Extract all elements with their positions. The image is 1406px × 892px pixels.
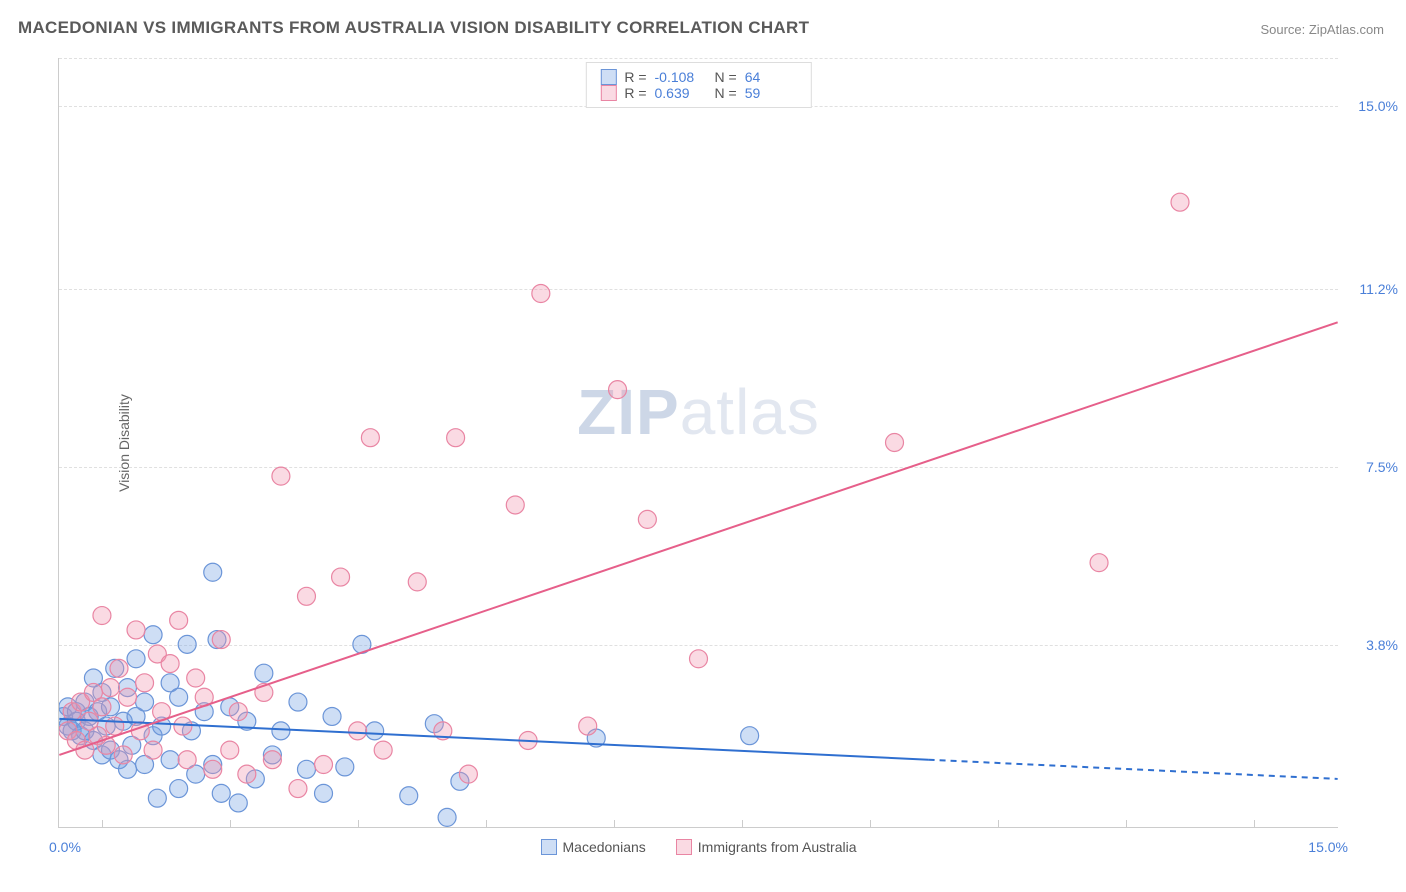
scatter-point-icon (459, 765, 477, 783)
legend-swatch-blue-icon (541, 839, 557, 855)
scatter-point-icon (263, 751, 281, 769)
scatter-point-icon (101, 679, 119, 697)
scatter-point-icon (579, 717, 597, 735)
scatter-point-icon (174, 717, 192, 735)
scatter-point-icon (532, 285, 550, 303)
scatter-point-icon (178, 635, 196, 653)
scatter-point-icon (106, 717, 124, 735)
trend-line-dashed (929, 760, 1338, 779)
scatter-point-icon (438, 808, 456, 826)
scatter-point-icon (204, 760, 222, 778)
n-label: N = (715, 85, 737, 101)
scatter-point-icon (119, 688, 137, 706)
scatter-point-icon (1171, 193, 1189, 211)
scatter-point-icon (255, 664, 273, 682)
n-value-2: 59 (745, 85, 797, 101)
legend-item-2: Immigrants from Australia (676, 839, 857, 855)
scatter-point-icon (1090, 554, 1108, 572)
scatter-point-icon (229, 703, 247, 721)
scatter-point-icon (349, 722, 367, 740)
legend-label-1: Macedonians (563, 839, 646, 855)
scatter-point-icon (366, 722, 384, 740)
scatter-point-icon (136, 693, 154, 711)
legend-correlation: R = -0.108 N = 64 R = 0.639 N = 59 (585, 62, 811, 108)
scatter-point-icon (297, 587, 315, 605)
y-tick-label: 15.0% (1358, 98, 1398, 114)
scatter-point-icon (144, 741, 162, 759)
scatter-point-icon (93, 607, 111, 625)
plot-area: Vision Disability ZIPatlas R = -0.108 N … (58, 58, 1338, 828)
legend-swatch-blue-icon (600, 69, 616, 85)
source-label: Source: ZipAtlas.com (1260, 22, 1384, 37)
scatter-point-icon (272, 722, 290, 740)
x-axis-min-label: 0.0% (49, 839, 81, 855)
scatter-point-icon (136, 674, 154, 692)
chart-svg (59, 58, 1338, 827)
scatter-point-icon (161, 751, 179, 769)
scatter-point-icon (609, 381, 627, 399)
scatter-point-icon (447, 429, 465, 447)
scatter-point-icon (315, 756, 333, 774)
scatter-point-icon (148, 789, 166, 807)
scatter-point-icon (272, 467, 290, 485)
scatter-point-icon (127, 650, 145, 668)
scatter-point-icon (212, 631, 230, 649)
scatter-point-icon (289, 693, 307, 711)
scatter-point-icon (187, 669, 205, 687)
r-value-2: 0.639 (655, 85, 707, 101)
r-label: R = (624, 69, 646, 85)
scatter-point-icon (690, 650, 708, 668)
y-tick-label: 7.5% (1366, 459, 1398, 475)
scatter-point-icon (170, 611, 188, 629)
scatter-point-icon (110, 659, 128, 677)
scatter-point-icon (229, 794, 247, 812)
scatter-point-icon (332, 568, 350, 586)
legend-item-1: Macedonians (541, 839, 646, 855)
scatter-point-icon (144, 626, 162, 644)
scatter-point-icon (361, 429, 379, 447)
legend-corr-row-1: R = -0.108 N = 64 (600, 69, 796, 85)
scatter-point-icon (638, 510, 656, 528)
scatter-point-icon (170, 780, 188, 798)
x-axis-max-label: 15.0% (1308, 839, 1348, 855)
trend-line (59, 322, 1337, 755)
y-tick-label: 3.8% (1366, 637, 1398, 653)
scatter-point-icon (741, 727, 759, 745)
y-tick-label: 11.2% (1359, 281, 1398, 297)
r-value-1: -0.108 (655, 69, 707, 85)
scatter-point-icon (886, 434, 904, 452)
scatter-point-icon (161, 655, 179, 673)
scatter-point-icon (93, 698, 111, 716)
legend-swatch-pink-icon (676, 839, 692, 855)
scatter-point-icon (408, 573, 426, 591)
n-label: N = (715, 69, 737, 85)
scatter-point-icon (127, 621, 145, 639)
scatter-point-icon (374, 741, 392, 759)
legend-swatch-pink-icon (600, 85, 616, 101)
scatter-point-icon (400, 787, 418, 805)
scatter-point-icon (297, 760, 315, 778)
scatter-point-icon (336, 758, 354, 776)
scatter-point-icon (178, 751, 196, 769)
scatter-point-icon (221, 741, 239, 759)
r-label: R = (624, 85, 646, 101)
legend-label-2: Immigrants from Australia (698, 839, 857, 855)
scatter-point-icon (506, 496, 524, 514)
legend-series: Macedonians Immigrants from Australia (541, 839, 857, 855)
page-title: MACEDONIAN VS IMMIGRANTS FROM AUSTRALIA … (18, 18, 809, 38)
scatter-point-icon (204, 563, 222, 581)
scatter-point-icon (323, 707, 341, 725)
scatter-point-icon (114, 746, 132, 764)
legend-corr-row-2: R = 0.639 N = 59 (600, 85, 796, 101)
n-value-1: 64 (745, 69, 797, 85)
scatter-point-icon (289, 780, 307, 798)
scatter-point-icon (170, 688, 188, 706)
scatter-point-icon (212, 784, 230, 802)
scatter-point-icon (315, 784, 333, 802)
scatter-point-icon (238, 765, 256, 783)
